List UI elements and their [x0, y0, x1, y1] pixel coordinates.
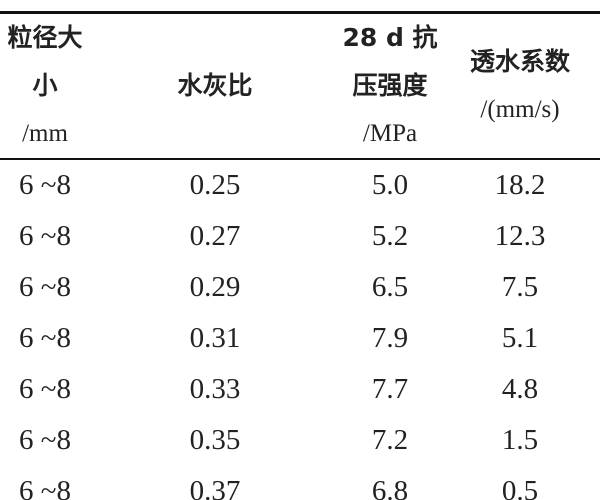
data-table: 粒径大小/mm 水灰比 28 d 抗压强度/MPa 透水系数 /(mm/s) 6 ~8 0…: [0, 11, 600, 500]
header-cell: 透水系数 /(mm/s): [440, 12, 600, 160]
table-cell: 4.8: [501, 373, 539, 405]
table-cell: 6 ~8: [19, 424, 71, 456]
table-cell: 7.2: [371, 424, 409, 456]
header-title: 水灰比: [177, 71, 253, 100]
table-cell: 0.31: [189, 322, 241, 354]
table-cell: 12.3: [494, 220, 546, 252]
table-cell: 5.2: [371, 220, 409, 252]
table-cell: 6 ~8: [19, 271, 71, 303]
table-row: 6 ~8 0.25 5.0 18.2: [0, 159, 600, 211]
table-cell: 5.1: [501, 322, 539, 354]
header-unit: /(mm/s): [480, 96, 560, 123]
table-cell: 0.33: [189, 373, 241, 405]
table-row: 6 ~8 0.35 7.2 1.5: [0, 415, 600, 466]
table-row: 6 ~8 0.31 7.9 5.1: [0, 313, 600, 364]
table-row: 6 ~8 0.27 5.2 12.3: [0, 211, 600, 262]
table-cell: 18.2: [494, 169, 546, 201]
table-cell: 0.37: [189, 475, 241, 500]
table-row: 6 ~8 0.29 6.5 7.5: [0, 262, 600, 313]
table-cell: 6 ~8: [19, 220, 71, 252]
table-cell: 6 ~8: [19, 169, 71, 201]
header-unit: /MPa: [362, 120, 418, 147]
table-cell: 0.35: [189, 424, 241, 456]
table-cell: 6 ~8: [19, 373, 71, 405]
table-cell: 6 ~8: [19, 475, 71, 500]
table-cell: 0.27: [189, 220, 241, 252]
table-cell: 6.5: [371, 271, 409, 303]
header-cell: 粒径大小/mm: [0, 12, 90, 160]
header-row: 粒径大小/mm 水灰比 28 d 抗压强度/MPa 透水系数 /(mm/s): [0, 12, 600, 160]
header-title: 透水系数: [469, 47, 570, 76]
table-cell: 7.9: [371, 322, 409, 354]
table-cell: 7.5: [501, 271, 539, 303]
table-cell: 0.29: [189, 271, 241, 303]
table-cell: 7.7: [371, 373, 409, 405]
table-cell: 6 ~8: [19, 322, 71, 354]
table-cell: 5.0: [371, 169, 409, 201]
header-title: 粒径大小: [7, 23, 83, 100]
table-row: 6 ~8 0.37 6.8 0.5: [0, 466, 600, 500]
table-cell: 0.5: [501, 475, 539, 500]
header-unit: /mm: [22, 120, 68, 147]
table-cell: 6.8: [371, 475, 409, 500]
table-row: 6 ~8 0.33 7.7 4.8: [0, 364, 600, 415]
header-cell: 28 d 抗压强度/MPa: [340, 12, 440, 160]
table-cell: 1.5: [501, 424, 539, 456]
header-title: 28 d 抗压强度: [342, 23, 438, 100]
header-cell: 水灰比: [90, 12, 340, 160]
table-cell: 0.25: [189, 169, 241, 201]
table-body: 6 ~8 0.25 5.0 18.2 6 ~8 0.27 5.2 12.3 6 ~8 0.29 6.…: [0, 159, 600, 500]
